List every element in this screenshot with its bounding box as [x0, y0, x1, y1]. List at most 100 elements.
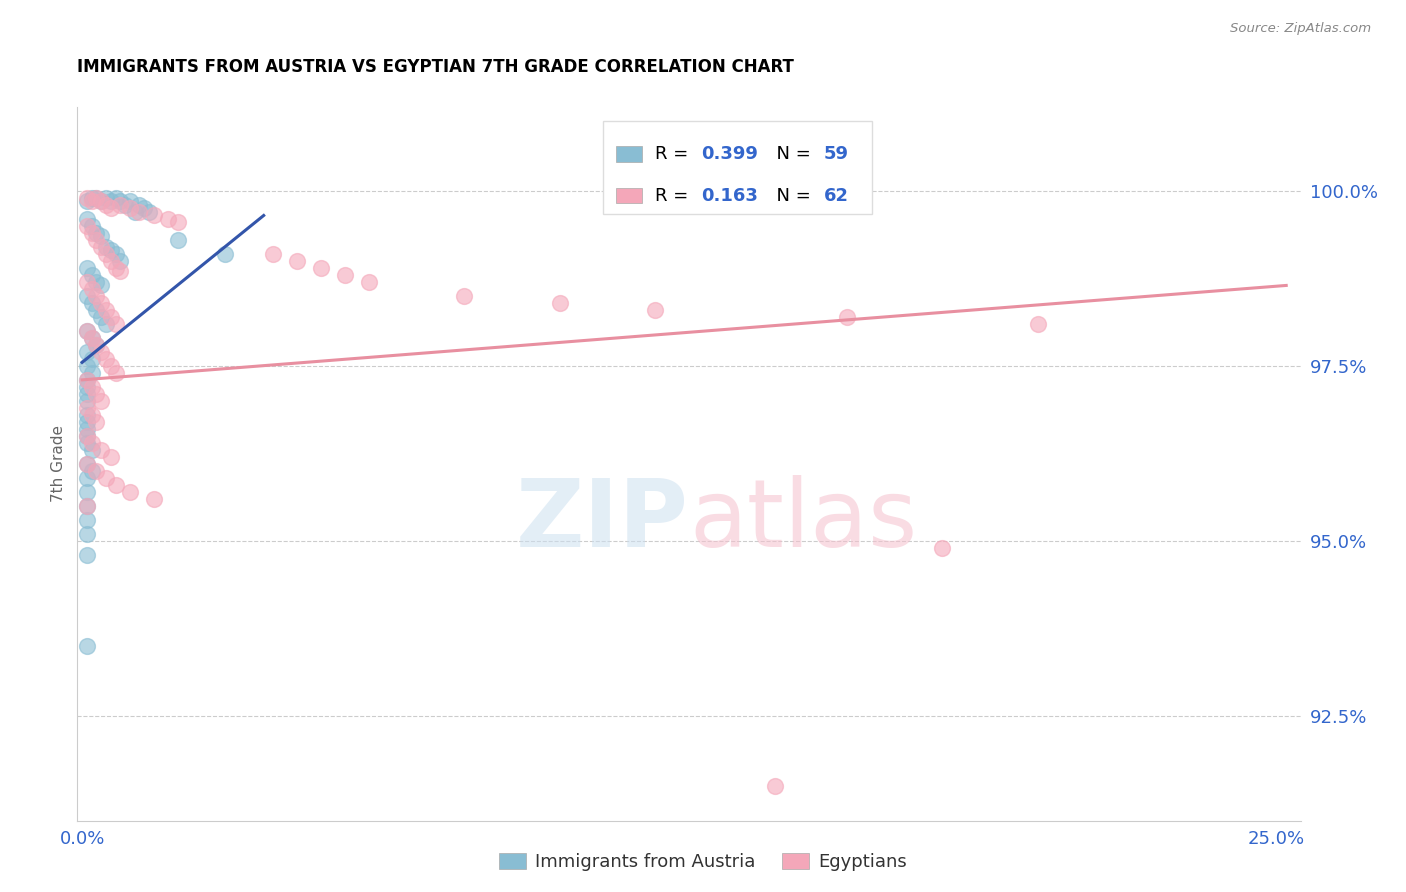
Point	[90, 278, 112, 293]
Point	[80, 331, 103, 345]
Point	[76, 422, 98, 436]
Point	[94, 240, 117, 254]
Point	[86, 415, 108, 429]
Point	[86, 302, 108, 317]
Point	[80, 351, 103, 366]
Point	[114, 198, 136, 212]
Text: atlas: atlas	[689, 475, 917, 567]
Point	[142, 209, 165, 223]
Point	[80, 380, 103, 394]
Point	[86, 387, 108, 401]
Point	[110, 198, 132, 212]
Point	[644, 302, 666, 317]
Point	[110, 264, 132, 278]
Point	[90, 310, 112, 324]
Point	[104, 191, 127, 205]
Point	[90, 393, 112, 408]
Point	[100, 202, 122, 216]
Point	[80, 435, 103, 450]
Text: 0.399: 0.399	[702, 145, 758, 162]
Point	[357, 275, 380, 289]
Point	[76, 289, 98, 303]
Point	[76, 359, 98, 373]
Point	[90, 194, 112, 209]
Point	[76, 499, 98, 513]
Text: IMMIGRANTS FROM AUSTRIA VS EGYPTIAN 7TH GRADE CORRELATION CHART: IMMIGRANTS FROM AUSTRIA VS EGYPTIAN 7TH …	[77, 58, 794, 76]
Point	[76, 429, 98, 443]
Point	[86, 338, 108, 352]
Point	[76, 457, 98, 471]
Point	[86, 226, 108, 240]
Point	[86, 233, 108, 247]
Text: Source: ZipAtlas.com: Source: ZipAtlas.com	[1230, 22, 1371, 36]
Point	[76, 408, 98, 422]
Point	[76, 194, 98, 209]
Point	[86, 464, 108, 478]
Point	[76, 373, 98, 387]
Point	[80, 331, 103, 345]
Point	[104, 317, 127, 331]
Point	[76, 324, 98, 338]
Point	[76, 526, 98, 541]
Point	[931, 541, 953, 555]
Point	[104, 247, 127, 261]
Point	[333, 268, 356, 282]
Point	[76, 548, 98, 562]
Point	[128, 198, 150, 212]
Point	[104, 260, 127, 275]
Y-axis label: 7th Grade: 7th Grade	[51, 425, 66, 502]
Point	[142, 491, 165, 506]
Point	[1026, 317, 1049, 331]
Point	[76, 191, 98, 205]
Point	[76, 211, 98, 226]
Point	[76, 471, 98, 485]
Point	[124, 205, 146, 219]
Point	[86, 191, 108, 205]
Point	[110, 194, 132, 209]
Text: N =: N =	[765, 145, 817, 162]
Point	[157, 211, 180, 226]
Point	[80, 191, 103, 205]
Point	[262, 247, 284, 261]
Point	[76, 219, 98, 233]
Point	[76, 401, 98, 415]
Point	[76, 393, 98, 408]
Point	[134, 202, 156, 216]
Point	[76, 380, 98, 394]
Point	[80, 219, 103, 233]
Point	[76, 639, 98, 653]
Point	[100, 254, 122, 268]
FancyBboxPatch shape	[616, 187, 643, 203]
Point	[90, 194, 112, 209]
Point	[128, 205, 150, 219]
Point	[285, 254, 308, 268]
FancyBboxPatch shape	[603, 121, 873, 214]
Point	[100, 359, 122, 373]
Point	[100, 194, 122, 209]
Point	[94, 351, 117, 366]
Point	[94, 198, 117, 212]
Point	[118, 194, 141, 209]
FancyBboxPatch shape	[616, 146, 643, 161]
Point	[86, 338, 108, 352]
Point	[76, 275, 98, 289]
Point	[118, 484, 141, 499]
Point	[76, 435, 98, 450]
Point	[214, 247, 236, 261]
Point	[86, 275, 108, 289]
Point	[100, 244, 122, 258]
Point	[76, 415, 98, 429]
Point	[76, 513, 98, 527]
Point	[94, 247, 117, 261]
Point	[76, 387, 98, 401]
Point	[90, 229, 112, 244]
Point	[80, 366, 103, 380]
Point	[86, 191, 108, 205]
Point	[76, 324, 98, 338]
Text: R =: R =	[655, 186, 693, 204]
Text: R =: R =	[655, 145, 693, 162]
Text: 0.163: 0.163	[702, 186, 758, 204]
Point	[94, 471, 117, 485]
Point	[76, 373, 98, 387]
Text: 62: 62	[824, 186, 848, 204]
